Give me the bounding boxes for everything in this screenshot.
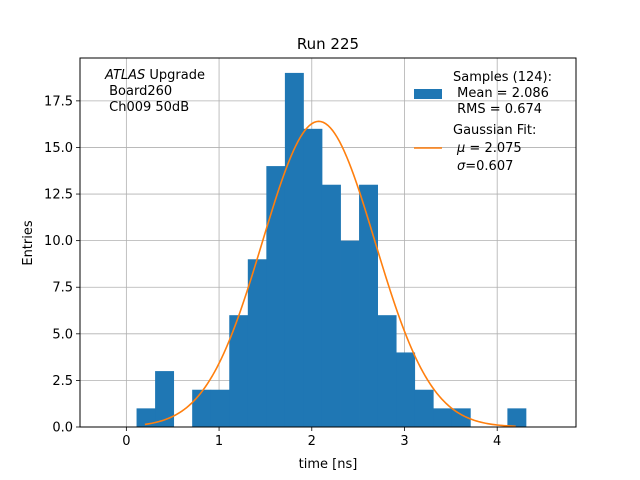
legend-samples-rms: RMS = 0.674 bbox=[453, 102, 542, 117]
y-tick-label: 12.5 bbox=[44, 188, 73, 203]
histogram-bar bbox=[451, 408, 471, 427]
legend-samples-mean: Mean = 2.086 bbox=[453, 86, 549, 101]
y-axis-label: Entries bbox=[21, 220, 36, 266]
histogram-bar bbox=[136, 408, 156, 427]
x-tick-label: 4 bbox=[493, 434, 501, 449]
y-tick-label: 15.0 bbox=[44, 141, 73, 156]
histogram-bar bbox=[247, 259, 267, 427]
histogram-bar bbox=[284, 72, 304, 427]
annotation-line-1: ATLAS Upgrade bbox=[104, 68, 205, 83]
legend-sigma-symbol: σ bbox=[457, 159, 466, 174]
x-tick-label: 1 bbox=[215, 434, 223, 449]
legend-mu-symbol: μ bbox=[456, 141, 465, 156]
legend-samples-line-1: Samples (124): bbox=[453, 70, 552, 85]
atlas-annotation: ATLAS Upgrade Board260 Ch009 50dB bbox=[104, 68, 205, 115]
histogram-bar bbox=[359, 184, 378, 427]
y-tick-label: 7.5 bbox=[52, 281, 73, 296]
axis-ticks: 0 1 2 3 4 0.0 2.5 5.0 7.5 10.0 12.5 15.0 17.5 bbox=[44, 94, 501, 449]
histogram-bar bbox=[192, 389, 212, 427]
y-tick-label: 0.0 bbox=[52, 421, 73, 436]
histogram-bar bbox=[433, 408, 453, 427]
legend-fit-mu: μ = 2.075 bbox=[456, 141, 522, 156]
x-tick-label: 2 bbox=[308, 434, 316, 449]
histogram-bar bbox=[414, 389, 434, 427]
annotation-upgrade: Upgrade bbox=[145, 68, 205, 83]
histogram-bar bbox=[303, 128, 323, 427]
gaussian-fit-curve bbox=[144, 120, 516, 428]
y-tick-label: 10.0 bbox=[44, 234, 73, 249]
annotation-line-3: Ch009 50dB bbox=[105, 100, 189, 115]
annotation-atlas: ATLAS bbox=[104, 68, 145, 83]
x-axis-label: time [ns] bbox=[299, 457, 358, 472]
x-tick-label: 3 bbox=[400, 434, 408, 449]
histogram-bar bbox=[155, 371, 175, 427]
legend: Samples (124): Mean = 2.086 RMS = 0.674 … bbox=[414, 70, 552, 174]
y-tick-label: 17.5 bbox=[44, 94, 73, 109]
y-tick-label: 5.0 bbox=[52, 327, 73, 342]
y-tick-label: 2.5 bbox=[52, 374, 73, 389]
x-tick-label: 0 bbox=[122, 434, 130, 449]
histogram-bars bbox=[136, 72, 527, 427]
histogram-bar bbox=[340, 240, 360, 427]
legend-mu-value: = 2.075 bbox=[465, 141, 521, 156]
histogram-bar bbox=[266, 166, 286, 427]
histogram-bar bbox=[229, 315, 249, 427]
histogram-bar bbox=[210, 389, 230, 427]
chart-title: Run 225 bbox=[297, 35, 359, 53]
histogram-bar bbox=[321, 184, 341, 427]
annotation-line-2: Board260 bbox=[105, 84, 172, 99]
histogram-bar bbox=[377, 315, 397, 427]
legend-samples-swatch bbox=[414, 89, 442, 99]
plot-frame bbox=[79, 57, 577, 428]
legend-fit-line-1: Gaussian Fit: bbox=[453, 123, 536, 138]
legend-sigma-value: =0.607 bbox=[465, 159, 513, 174]
histogram-bar bbox=[507, 408, 527, 427]
legend-fit-sigma: σ=0.607 bbox=[457, 159, 513, 174]
histogram-bar bbox=[396, 352, 416, 427]
